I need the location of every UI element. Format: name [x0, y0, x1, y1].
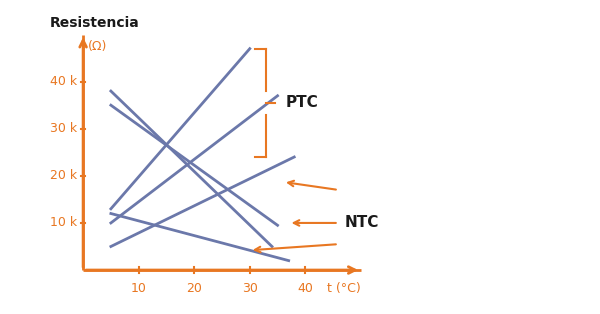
- Text: 10: 10: [131, 282, 146, 295]
- Text: 20 k: 20 k: [50, 169, 77, 182]
- Text: t (°C): t (°C): [327, 282, 361, 295]
- Text: 10 k: 10 k: [50, 216, 77, 230]
- Text: PTC: PTC: [286, 95, 319, 110]
- Text: 30 k: 30 k: [50, 122, 77, 135]
- Text: NTC: NTC: [344, 215, 379, 230]
- Text: 20: 20: [186, 282, 202, 295]
- Text: 40: 40: [298, 282, 313, 295]
- Text: 30: 30: [242, 282, 258, 295]
- Text: Resistencia: Resistencia: [50, 16, 140, 30]
- Text: (Ω): (Ω): [88, 40, 107, 53]
- Text: 40 k: 40 k: [50, 75, 77, 88]
